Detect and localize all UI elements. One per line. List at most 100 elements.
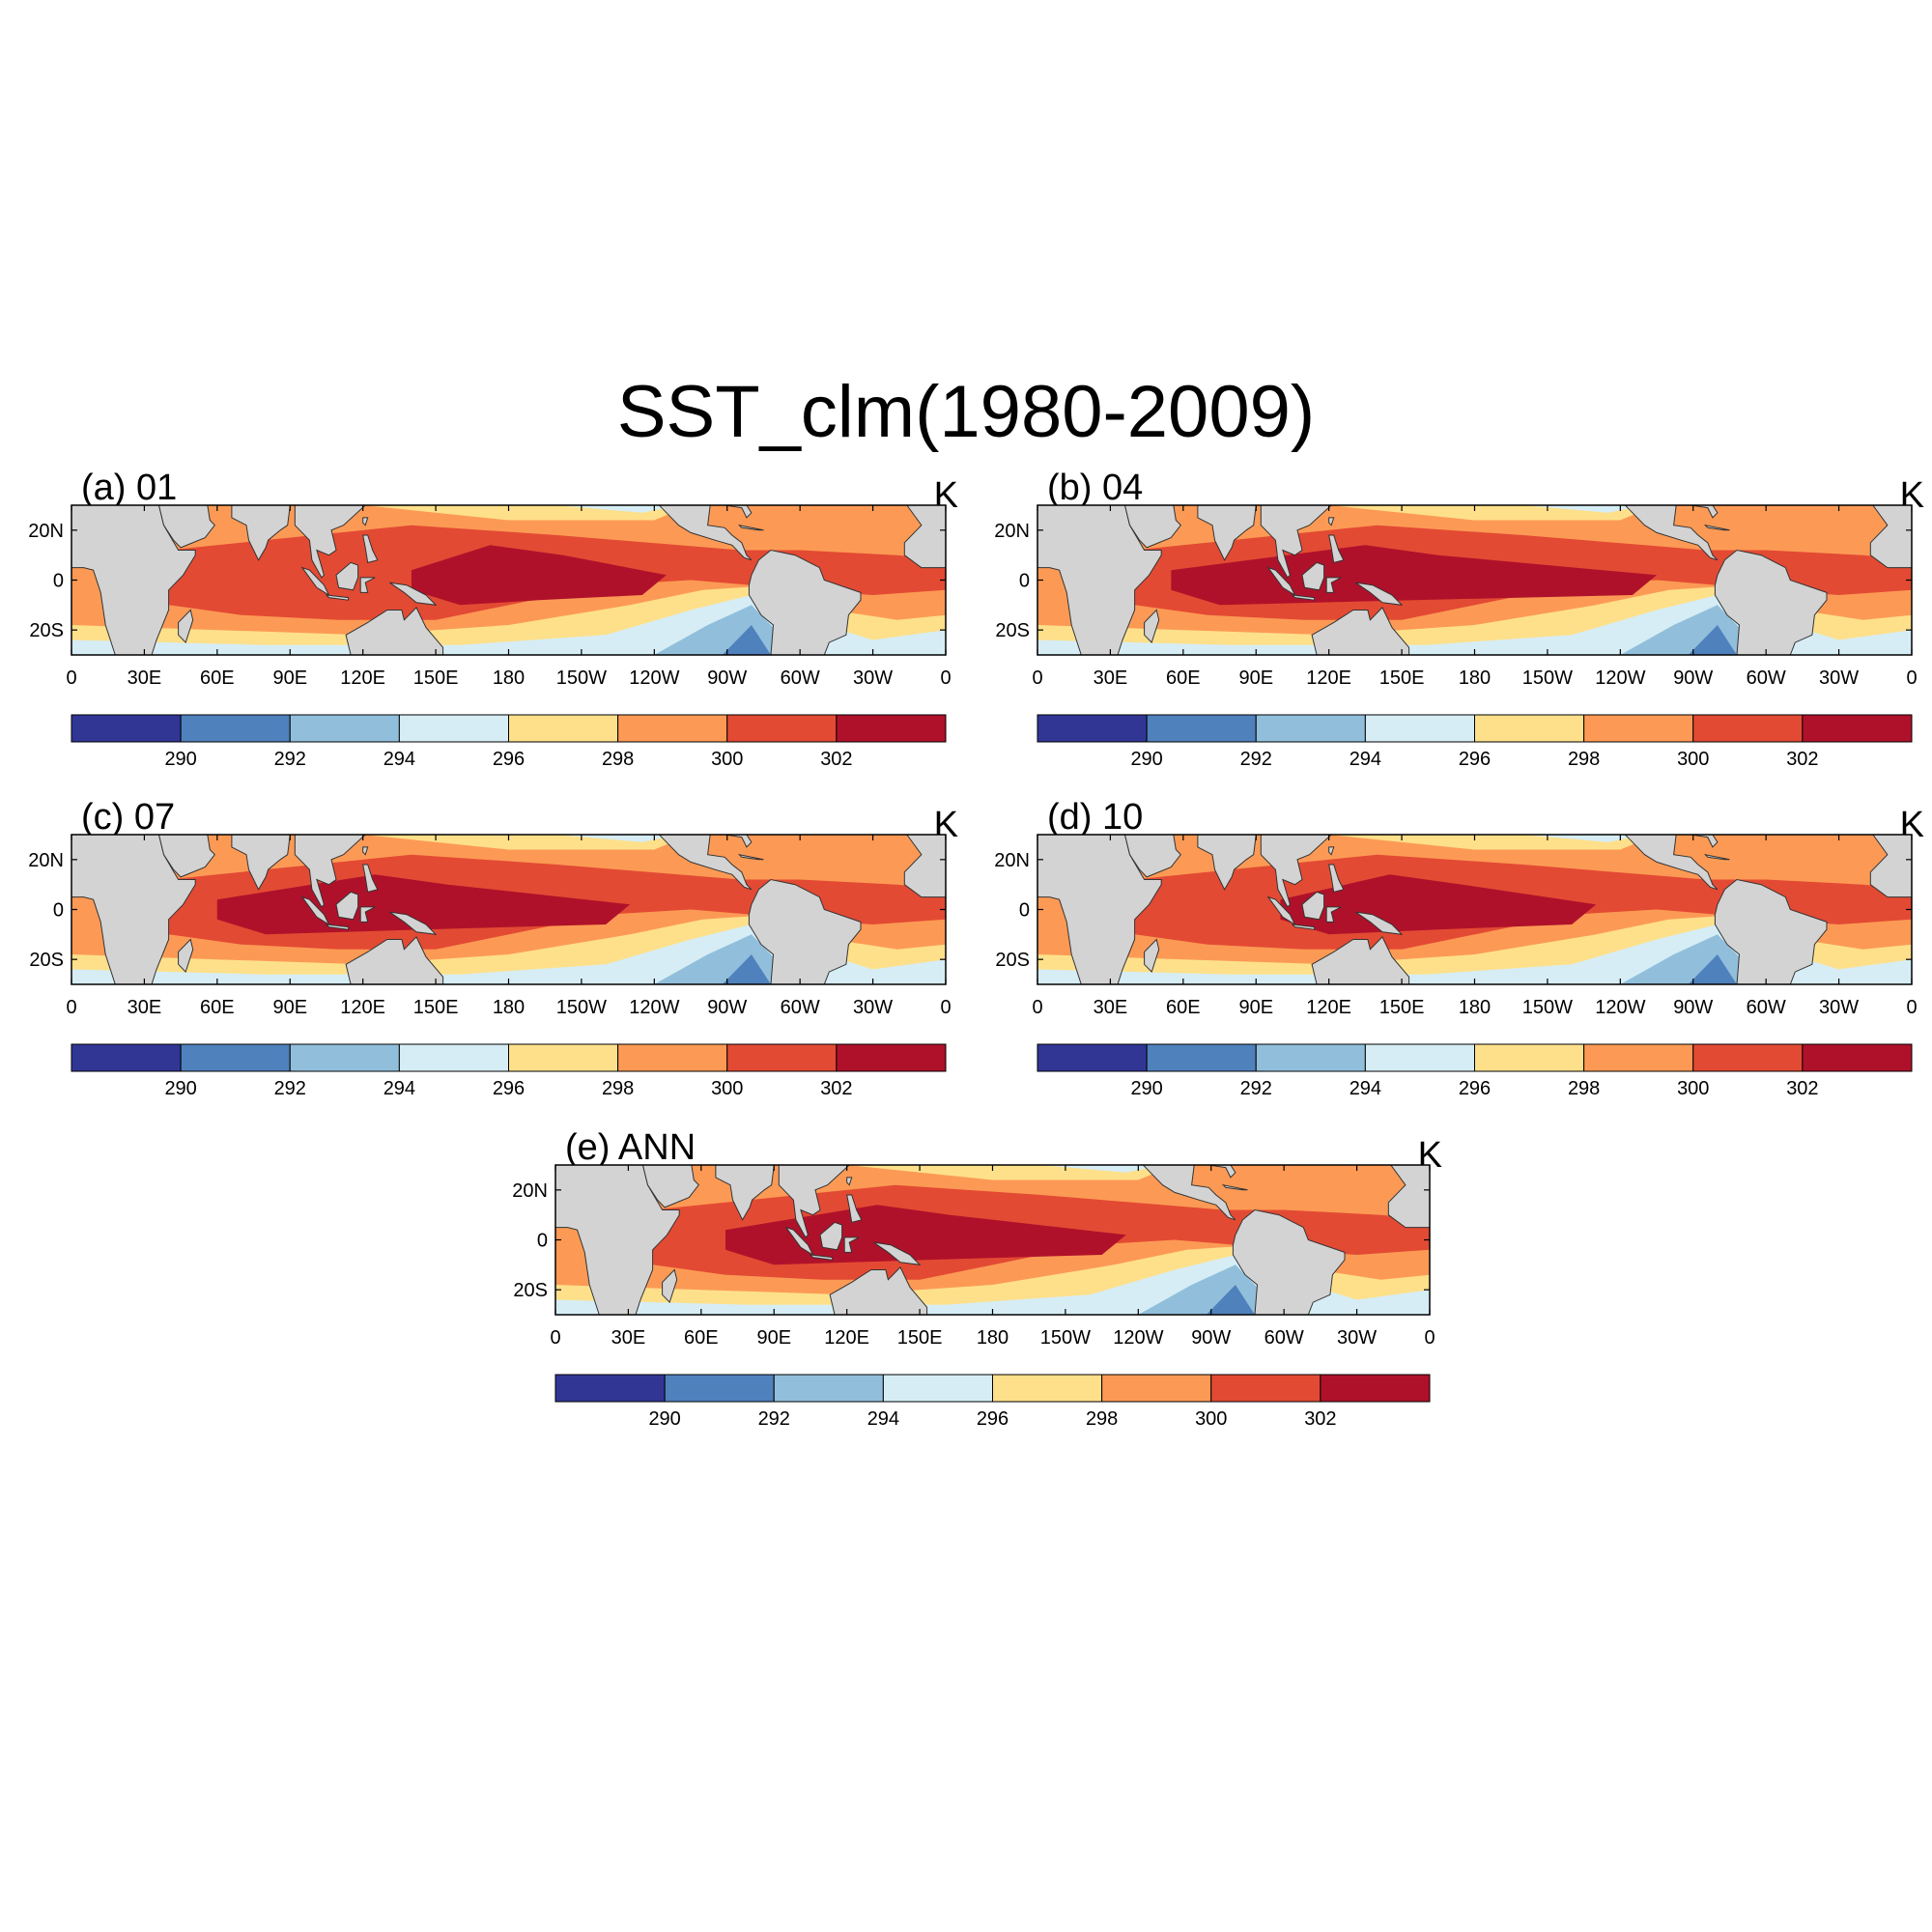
sst-contour-band: [1688, 954, 1737, 984]
colorbar-label: 290: [1130, 749, 1162, 770]
colorbar-label: 298: [1086, 1408, 1118, 1430]
colorbar-label: 290: [1130, 1078, 1162, 1099]
x-tick-label: 90E: [756, 1327, 791, 1349]
land-mass: [846, 1177, 853, 1186]
x-tick-label: 150E: [1379, 668, 1425, 689]
sst-contour-band: [1522, 505, 1645, 513]
land-mass: [1197, 505, 1257, 561]
land-mass: [1387, 1165, 1430, 1229]
colorbar-box: [71, 714, 182, 743]
x-tick-label: 120E: [824, 1327, 869, 1349]
land-mass: [325, 923, 350, 930]
colorbar-box: [617, 714, 728, 743]
colorbar-label: 292: [274, 1078, 306, 1099]
land-mass: [389, 911, 438, 935]
sst-contour-band: [1280, 874, 1597, 935]
y-tick-label: 20S: [29, 950, 64, 971]
colorbar-box: [1037, 714, 1148, 743]
panel-d: (d) 10 K 0 30E 60E 90E 120E 150E 180 150W 120W 90…: [994, 796, 1930, 1115]
land-mass: [724, 835, 753, 848]
land-mass: [362, 846, 369, 856]
land-mass: [300, 895, 330, 926]
x-tick-label: 120W: [629, 997, 679, 1018]
colorbar-box: [1474, 1043, 1585, 1072]
land-mass: [1144, 938, 1160, 974]
land-mass: [362, 517, 369, 526]
y-tick-label: 20N: [28, 521, 64, 542]
land-mass: [873, 1241, 922, 1265]
x-tick-label: 0: [940, 997, 951, 1018]
sst-contour-band: [1620, 605, 1767, 655]
colorbar-box: [617, 1043, 728, 1072]
sst-map-d: 0 30E 60E 90E 120E 150E 180 150W 120W 90W 60W 30W 0 2…: [994, 834, 1918, 1099]
land-mass: [1355, 582, 1404, 606]
land-mass: [345, 936, 444, 984]
x-tick-label: 150W: [556, 997, 607, 1018]
land-mass: [1690, 505, 1719, 519]
land-mass: [1221, 1183, 1248, 1191]
colorbar-box: [836, 1043, 947, 1072]
land-mass: [1311, 607, 1410, 655]
x-tick-label: 120E: [1306, 997, 1351, 1018]
colorbar-label: 296: [493, 749, 525, 770]
land-mass: [724, 505, 753, 519]
x-tick-label: 30E: [611, 1327, 646, 1349]
colorbar-box: [773, 1374, 884, 1403]
land-mass: [1690, 835, 1719, 848]
land-mass: [843, 1236, 860, 1253]
colorbar-label: 296: [1459, 749, 1491, 770]
x-tick-label: 30W: [1337, 1327, 1377, 1349]
land-mass: [903, 505, 946, 569]
colorbar-label: 290: [164, 749, 196, 770]
colorbar-label: 292: [1240, 1078, 1272, 1099]
land-mass: [662, 1268, 678, 1304]
land-mass: [1037, 835, 1162, 984]
land-mass: [903, 835, 946, 898]
x-tick-label: 150E: [413, 997, 459, 1018]
colorbar-box: [836, 714, 947, 743]
sst-contour-band: [722, 954, 771, 984]
land-mass: [748, 549, 862, 655]
panel-title: (d) 10: [1047, 797, 1144, 838]
land-mass: [1714, 549, 1828, 655]
colorbar-label: 296: [493, 1078, 525, 1099]
x-tick-label: 60W: [1747, 997, 1786, 1018]
land-mass: [231, 505, 291, 561]
colorbar-label: 298: [1568, 1078, 1600, 1099]
x-tick-label: 30W: [853, 668, 893, 689]
sst-map-b: 0 30E 60E 90E 120E 150E 180 150W 120W 90W 60W 30W 0 2…: [994, 504, 1918, 770]
land-mass: [325, 594, 350, 601]
colorbar-label: 294: [384, 749, 415, 770]
colorbar-box: [1583, 714, 1694, 743]
land-mass: [1260, 835, 1332, 908]
x-tick-label: 60W: [781, 997, 820, 1018]
x-tick-label: 0: [1424, 1327, 1435, 1349]
x-tick-label: 0: [1906, 997, 1917, 1018]
y-tick-label: 0: [537, 1231, 548, 1252]
land-mass: [1714, 878, 1828, 984]
colorbar-box: [554, 1374, 666, 1403]
land-mass: [819, 1221, 843, 1251]
land-mass: [1266, 566, 1296, 597]
x-tick-label: 30E: [128, 997, 162, 1018]
x-tick-label: 120W: [629, 668, 679, 689]
x-tick-label: 30W: [853, 997, 893, 1018]
sst-map-a: 0 30E 60E 90E 120E 150E 180 150W 120W 90W 60W 30W 0 2…: [28, 504, 952, 770]
colorbar-box: [664, 1374, 775, 1403]
colorbar-box: [180, 1043, 291, 1072]
land-mass: [1301, 561, 1325, 591]
x-tick-label: 180: [1459, 668, 1491, 689]
land-mass: [359, 906, 376, 923]
land-mass: [1325, 577, 1342, 593]
colorbar-box: [1474, 714, 1585, 743]
land-mass: [1232, 1208, 1346, 1315]
colorbar-box: [1364, 714, 1475, 743]
y-tick-label: 20S: [995, 950, 1030, 971]
land-mask: [1037, 835, 1912, 984]
land-mass: [658, 835, 753, 891]
panel-title: (a) 01: [81, 468, 178, 508]
land-mass: [1123, 835, 1181, 878]
land-mass: [1328, 864, 1345, 894]
y-tick-label: 20S: [29, 620, 64, 641]
x-tick-label: 120W: [1113, 1327, 1163, 1349]
